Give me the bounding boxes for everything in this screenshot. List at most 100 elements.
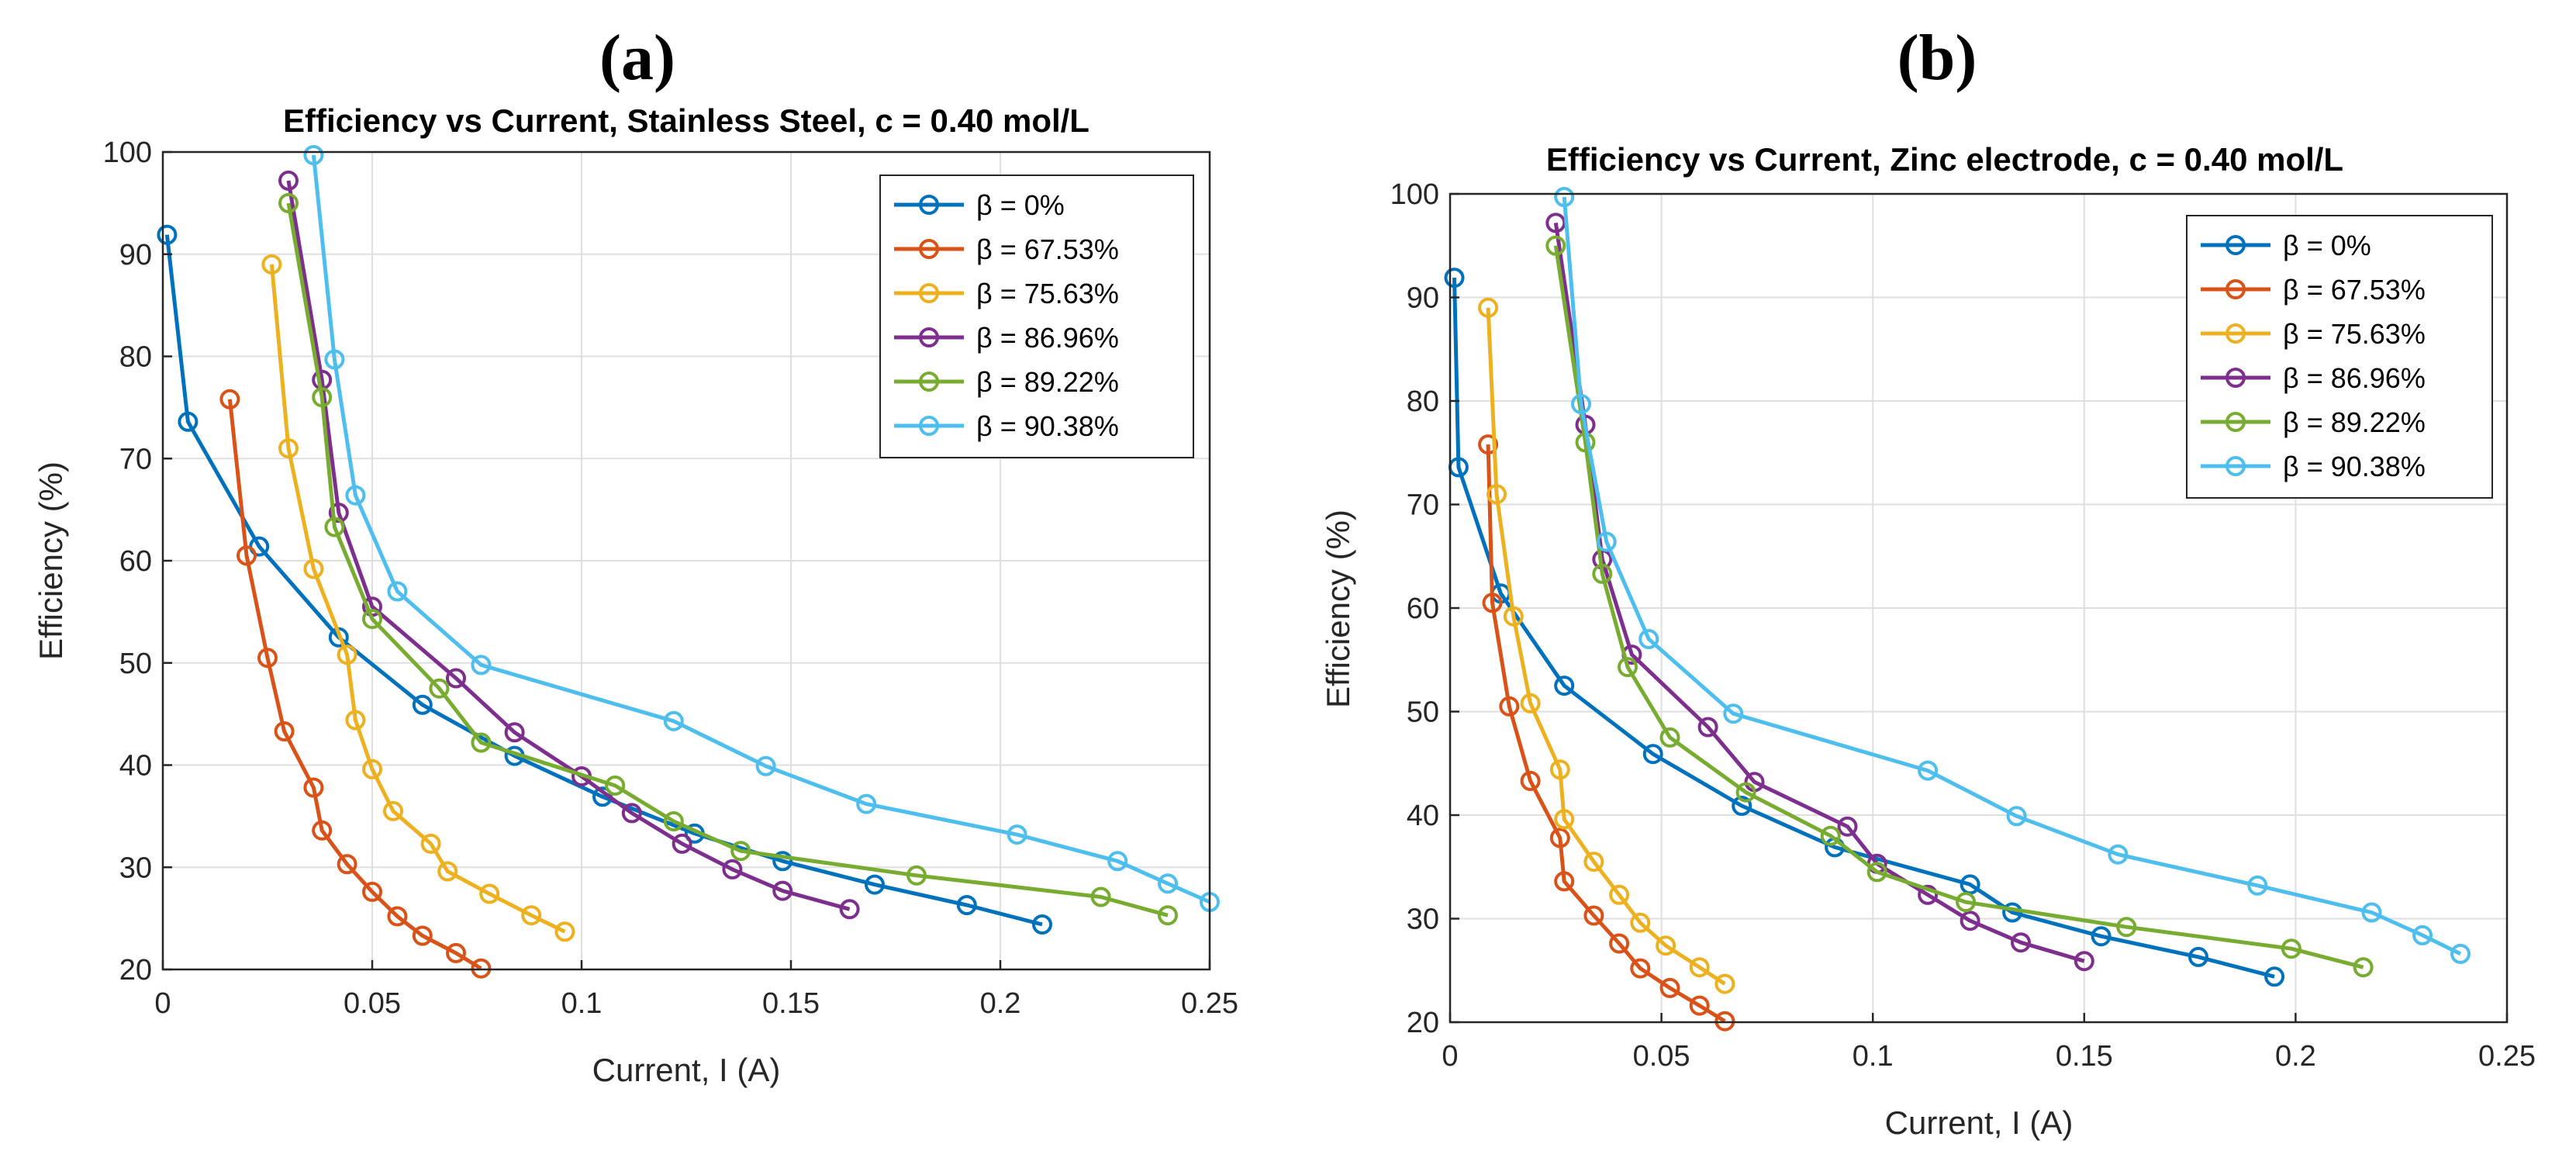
y-tick-label: 60	[1407, 593, 1439, 625]
legend-label: β = 86.96%	[976, 322, 1119, 354]
data-point	[1642, 744, 1663, 765]
data-point	[278, 170, 299, 191]
data-point	[237, 545, 257, 566]
data-point	[274, 721, 295, 741]
data-point	[2353, 957, 2374, 978]
panel-a: (a) Efficiency vs Current, Stainless Ste…	[33, 22, 1238, 1088]
data-point	[672, 833, 692, 854]
legend-label: β = 89.22%	[976, 366, 1119, 398]
data-point	[839, 899, 860, 920]
y-tick-label: 20	[1407, 1007, 1439, 1039]
data-point	[437, 861, 458, 882]
data-point	[1689, 957, 1710, 978]
legend-item: β = 0%	[2201, 230, 2371, 261]
series-line	[1553, 223, 2085, 963]
y-tick-label: 20	[119, 954, 152, 987]
data-point	[345, 710, 366, 731]
legend-marker	[2226, 323, 2246, 344]
y-tick-label: 70	[1407, 489, 1439, 522]
data-point	[1107, 851, 1128, 872]
legend-item: β = 67.53%	[894, 233, 1119, 265]
x-tick-label: 0.05	[344, 987, 401, 1020]
legend: β = 0% β = 67.53% β = 75.63% β = 86.96% β = …	[2186, 215, 2493, 499]
data-point	[1918, 760, 1939, 781]
data-point	[663, 811, 684, 831]
data-point	[1723, 703, 1744, 724]
data-point	[1554, 871, 1575, 892]
chart-title: Efficiency vs Current, Zinc electrode, c…	[1546, 141, 2343, 178]
data-point	[1032, 914, 1052, 935]
data-point	[387, 906, 408, 927]
data-point	[1545, 235, 1566, 256]
data-point	[1638, 629, 1659, 649]
legend-marker	[919, 327, 939, 347]
legend: β = 0% β = 67.53% β = 75.63% β = 86.96% β = …	[879, 175, 1194, 458]
data-point	[479, 883, 500, 904]
data-point	[2108, 844, 2129, 865]
data-point	[2264, 966, 2285, 987]
legend-marker	[2226, 456, 2246, 476]
data-point	[471, 655, 492, 676]
legend-box	[2186, 215, 2493, 499]
data-point	[278, 438, 299, 459]
data-point	[906, 865, 927, 886]
data-point	[1158, 873, 1178, 894]
data-point	[2247, 875, 2268, 896]
data-point	[362, 759, 382, 779]
data-point	[956, 895, 977, 915]
data-point	[1554, 809, 1575, 830]
series-line	[1486, 307, 1726, 986]
x-tick-label: 0	[1442, 1040, 1458, 1073]
x-tick-label: 0.2	[2275, 1040, 2316, 1073]
data-point	[1960, 911, 1980, 931]
data-point	[324, 349, 345, 370]
data-point	[1714, 1011, 1735, 1032]
data-point	[1583, 852, 1604, 873]
legend-marker	[2226, 412, 2246, 432]
series-1	[219, 389, 492, 979]
data-point	[2074, 951, 2094, 972]
data-point	[257, 648, 278, 669]
data-point	[1503, 606, 1524, 627]
series-line	[227, 399, 482, 970]
data-point	[1549, 828, 1570, 848]
data-point	[1732, 796, 1752, 816]
data-point	[2281, 938, 2301, 959]
legend-item: β = 75.63%	[894, 278, 1119, 309]
y-tick-label: 30	[1407, 904, 1439, 936]
y-tick-label: 100	[1390, 178, 1439, 211]
series-5	[303, 145, 1220, 912]
legend-marker	[2226, 235, 2246, 255]
y-tick-label: 50	[119, 648, 152, 680]
series-layer	[1444, 187, 2471, 1032]
data-point	[1549, 759, 1570, 780]
legend-marker	[2226, 368, 2246, 388]
data-point	[621, 803, 642, 824]
series-2	[261, 254, 575, 942]
data-point	[1630, 912, 1651, 933]
data-point	[446, 668, 466, 689]
data-point	[2361, 902, 2382, 923]
data-point	[1630, 958, 1651, 979]
data-point	[1609, 933, 1630, 954]
data-point	[1689, 995, 1710, 1016]
data-point	[1714, 973, 1735, 994]
x-axis-label: Current, I (A)	[592, 1052, 781, 1088]
legend-item: β = 0%	[894, 189, 1065, 221]
data-point	[504, 722, 525, 743]
y-tick-label: 90	[1407, 282, 1439, 315]
data-point	[219, 389, 240, 409]
data-point	[303, 777, 324, 798]
data-point	[178, 411, 199, 432]
data-point	[1659, 727, 1680, 748]
data-point	[312, 387, 333, 408]
data-point	[605, 775, 626, 796]
data-point	[345, 485, 366, 506]
data-point	[2450, 943, 2471, 964]
legend-marker	[919, 283, 939, 303]
data-point	[1837, 816, 1858, 837]
x-tick-label: 0.2	[980, 987, 1021, 1020]
data-point	[1520, 693, 1541, 714]
series-line	[286, 202, 1169, 917]
y-tick-label: 70	[119, 443, 152, 475]
